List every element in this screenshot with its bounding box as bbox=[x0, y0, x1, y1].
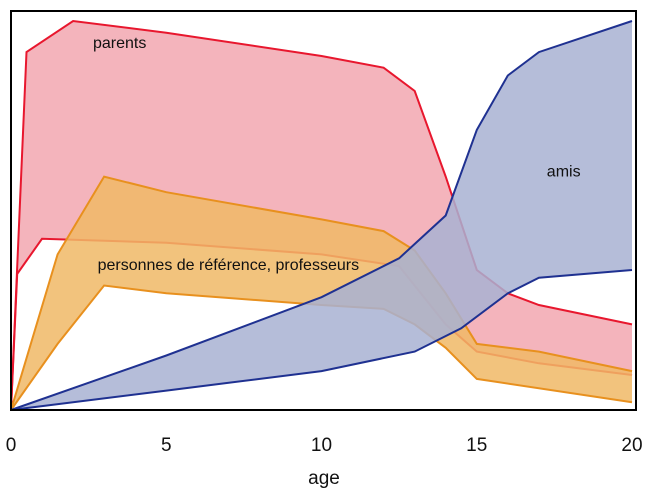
x-axis-label: age bbox=[308, 468, 340, 489]
x-tick-label: 20 bbox=[621, 435, 642, 456]
band-0-upper-line bbox=[10, 19, 633, 411]
plot-frame bbox=[10, 10, 637, 411]
band-1-upper-line bbox=[10, 175, 633, 411]
x-tick-label: 5 bbox=[161, 435, 172, 456]
x-tick-label: 10 bbox=[311, 435, 332, 456]
x-tick-label: 15 bbox=[466, 435, 487, 456]
band-2-lower-line bbox=[10, 269, 633, 411]
x-axis-ticks: 0 5 10 15 20 bbox=[6, 435, 643, 456]
band-2-upper-line bbox=[10, 20, 633, 411]
band-label: amis bbox=[547, 164, 581, 181]
band-1-area bbox=[11, 176, 632, 410]
chart-bands bbox=[10, 19, 633, 411]
band-label: parents bbox=[93, 35, 146, 52]
band-label: personnes de référence, professeurs bbox=[98, 257, 359, 274]
x-tick-label: 0 bbox=[6, 435, 17, 456]
band-2-area bbox=[11, 21, 632, 410]
band-labels: parents amis personnes de référence, profe… bbox=[93, 35, 581, 274]
